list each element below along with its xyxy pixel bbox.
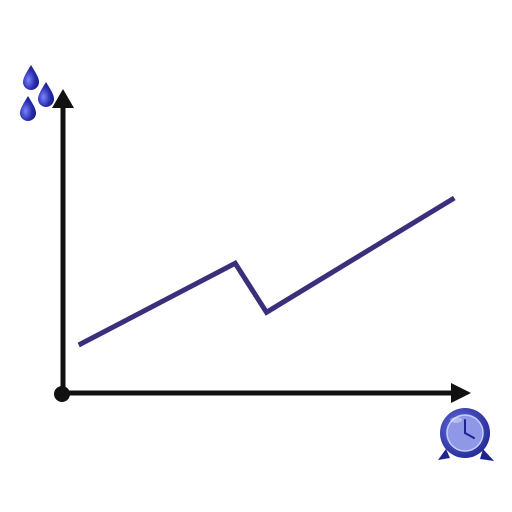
water-drop-icon	[20, 96, 36, 121]
water-drop-icon	[38, 82, 54, 107]
water-drop-icon	[23, 65, 39, 90]
water-drops-icon	[20, 65, 54, 121]
series-line	[77, 195, 456, 348]
x-axis-arrowhead	[451, 383, 471, 403]
axis-origin	[54, 386, 70, 402]
clock-icon	[438, 408, 494, 461]
y-axis-arrowhead	[52, 89, 74, 108]
series-layer	[77, 195, 456, 348]
axes	[52, 89, 471, 403]
